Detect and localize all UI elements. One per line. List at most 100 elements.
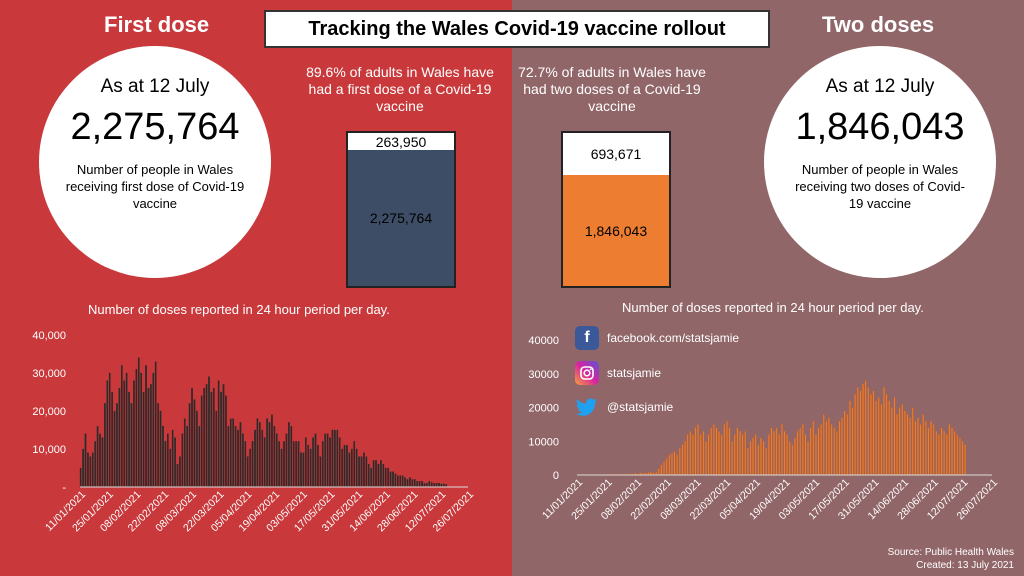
daily-dose-bar — [930, 420, 932, 476]
daily-dose-bar — [684, 441, 686, 476]
daily-dose-bar — [864, 380, 867, 476]
daily-dose-bar — [830, 424, 833, 476]
daily-dose-bar — [423, 483, 426, 488]
daily-dose-bar — [833, 427, 836, 476]
daily-dose-bar — [135, 369, 138, 488]
daily-dose-bar — [300, 452, 302, 488]
daily-dose-bar — [108, 372, 111, 488]
daily-dose-bar — [686, 434, 689, 476]
daily-dose-bar — [237, 429, 239, 488]
daily-dose-bar — [382, 464, 385, 488]
daily-dose-bar — [438, 483, 440, 488]
daily-dose-bar — [246, 456, 249, 488]
first-dose-percent-text: 89.6% of adults in Wales have had a firs… — [306, 64, 494, 114]
daily-dose-bar — [951, 427, 953, 476]
daily-dose-bar — [901, 403, 904, 476]
daily-dose-bar — [203, 388, 205, 488]
twitter-handle: @statsjamie — [607, 400, 674, 414]
instagram-handle: statsjamie — [607, 366, 662, 380]
daily-dose-bar — [346, 445, 348, 488]
daily-dose-bar — [375, 460, 377, 488]
facebook-handle: facebook.com/statsjamie — [607, 331, 740, 345]
daily-dose-bar — [367, 464, 370, 488]
daily-dose-bar — [225, 395, 227, 488]
daily-dose-bar — [867, 387, 870, 476]
daily-dose-bar — [222, 384, 225, 488]
daily-dose-bar — [749, 441, 752, 476]
daily-dose-bar — [707, 434, 710, 476]
daily-dose-bar — [752, 437, 754, 476]
y-tick-label: 30000 — [528, 369, 559, 381]
daily-dose-bar — [104, 403, 106, 488]
daily-dose-bar — [671, 452, 673, 476]
daily-dose-bar — [924, 420, 927, 476]
daily-dose-bar — [796, 430, 799, 476]
daily-dose-bar — [786, 434, 788, 476]
daily-dose-bar — [290, 426, 293, 488]
daily-dose-bar — [794, 437, 796, 476]
daily-dose-bar — [159, 410, 162, 488]
daily-dose-bar — [271, 414, 273, 488]
first-dose-summary-circle: As at 12 July 2,275,764 Number of people… — [39, 46, 271, 278]
facebook-link[interactable]: f facebook.com/statsjamie — [575, 326, 739, 350]
daily-dose-bar — [712, 424, 715, 476]
y-tick-label: 40000 — [528, 335, 559, 347]
daily-dose-bar — [99, 433, 101, 488]
instagram-link[interactable]: statsjamie — [575, 361, 661, 385]
daily-dose-bar — [665, 457, 668, 476]
daily-dose-bar — [715, 427, 718, 476]
daily-dose-bar — [348, 452, 351, 488]
y-tick-label: 20000 — [528, 403, 559, 415]
twitter-link[interactable]: @statsjamie — [575, 395, 673, 419]
daily-dose-bar — [193, 399, 196, 488]
daily-dose-bar — [416, 481, 419, 488]
daily-dose-bar — [280, 448, 283, 488]
daily-dose-bar — [297, 441, 300, 488]
facebook-icon: f — [575, 326, 599, 350]
daily-dose-bar — [880, 403, 883, 476]
two-doses-summary-circle: As at 12 July 1,846,043 Number of people… — [764, 46, 996, 278]
y-tick-label: 20,000 — [32, 406, 66, 418]
daily-dose-bar — [397, 475, 399, 488]
daily-dose-bar — [278, 441, 281, 488]
daily-dose-bar — [692, 434, 694, 476]
daily-dose-bar — [249, 448, 251, 488]
daily-dose-bar — [718, 430, 720, 476]
first-dose-remaining: 263,950 — [348, 133, 454, 150]
daily-dose-bar — [906, 414, 909, 476]
daily-dose-bar — [87, 452, 89, 488]
daily-dose-bar — [79, 467, 82, 488]
two-doses-description: Number of people in Wales receiving two … — [795, 162, 965, 211]
daily-dose-bar — [198, 426, 201, 488]
daily-dose-bar — [851, 407, 854, 476]
daily-dose-bar — [678, 447, 681, 476]
daily-dose-bar — [885, 393, 888, 476]
daily-dose-bar — [205, 384, 208, 488]
daily-dose-bar — [828, 417, 830, 476]
first-dose-heading: First dose — [104, 12, 210, 37]
daily-dose-bar — [113, 410, 116, 488]
two-doses-daily-chart: 01000020000300004000011/01/202125/01/202… — [528, 335, 1000, 522]
daily-dose-bar — [898, 407, 901, 476]
two-doses-percent-text: 72.7% of adults in Wales have had two do… — [518, 64, 706, 114]
daily-dose-bar — [157, 403, 159, 488]
daily-dose-bar — [804, 434, 807, 476]
daily-dose-bar — [147, 388, 150, 488]
daily-dose-bar — [94, 441, 97, 488]
first-dose-daily-chart: -10,00020,00030,00040,00011/01/202125/01… — [32, 330, 476, 534]
daily-dose-bar — [807, 441, 809, 476]
daily-dose-bar — [399, 475, 402, 488]
daily-dose-bar — [174, 437, 176, 488]
instagram-icon — [575, 361, 599, 385]
daily-dose-bar — [331, 429, 334, 488]
daily-dose-bar — [365, 456, 368, 488]
daily-dose-bar — [84, 433, 87, 488]
daily-dose-bar — [943, 430, 946, 476]
daily-dose-bar — [710, 427, 713, 476]
daily-dose-bar — [239, 422, 242, 488]
daily-dose-bar — [754, 434, 757, 476]
daily-dose-bar — [302, 452, 305, 488]
daily-dose-bar — [841, 417, 843, 476]
daily-dose-bar — [336, 429, 339, 488]
first-dose-chart-title: Number of doses reported in 24 hour peri… — [88, 302, 390, 317]
